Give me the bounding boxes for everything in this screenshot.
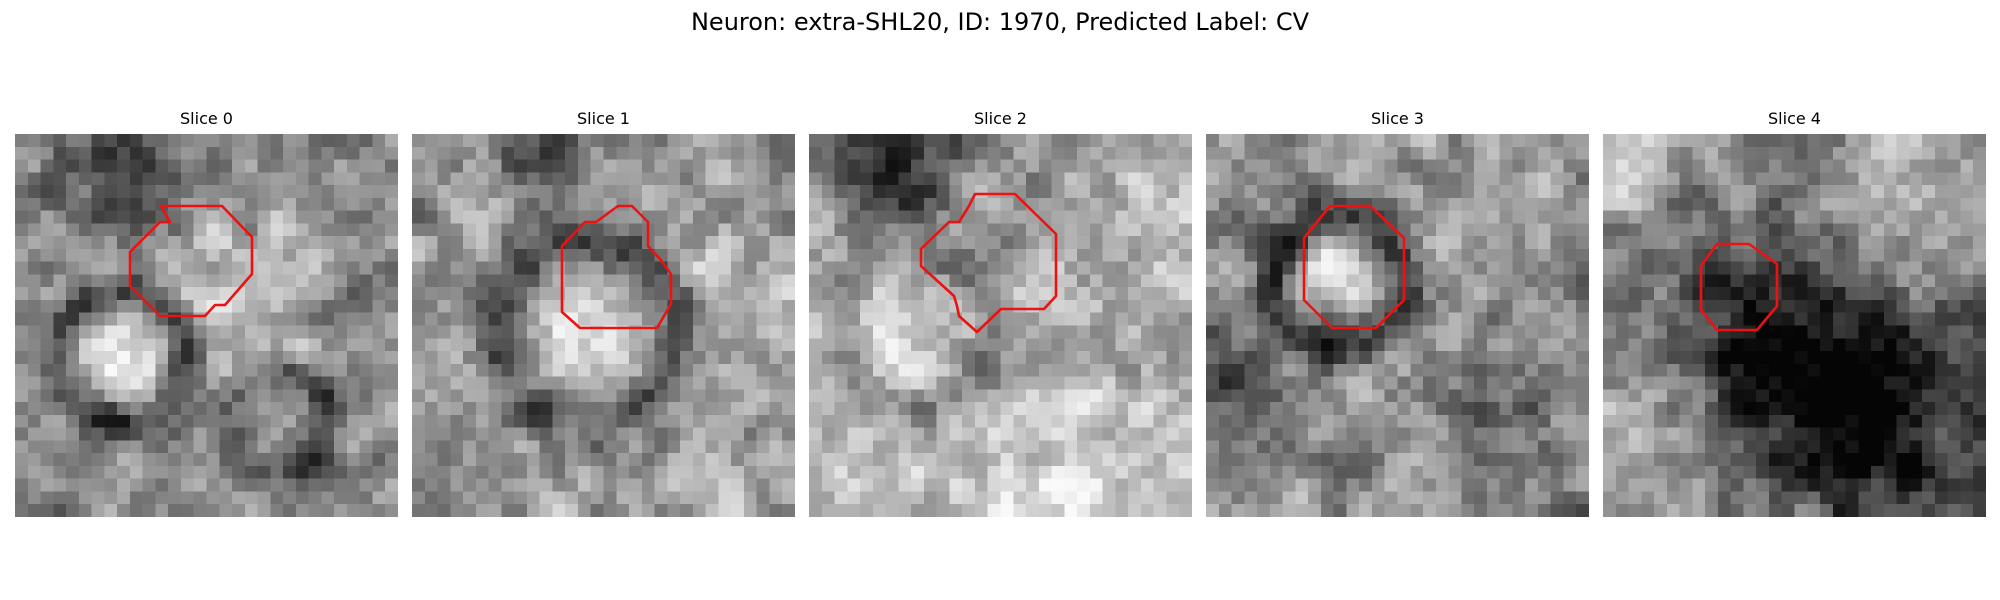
- roi-contour: [1699, 242, 1779, 332]
- roi-contour-overlay: [1699, 242, 1779, 332]
- roi-contour-overlay: [919, 192, 1058, 334]
- slice-image: [1603, 134, 1986, 517]
- slice-image: [412, 134, 795, 517]
- figure-title: Neuron: extra-SHL20, ID: 1970, Predicted…: [690, 8, 1310, 36]
- roi-contour: [919, 192, 1058, 334]
- roi-contour-overlay: [1302, 204, 1406, 330]
- slice-image: [15, 134, 398, 517]
- slice-panel-1: Slice 1: [412, 108, 795, 517]
- slice-title: Slice 0: [180, 109, 233, 128]
- slice-panel-2: Slice 2: [809, 108, 1192, 517]
- slice-panel-3: Slice 3: [1206, 108, 1589, 517]
- slice-title: Slice 2: [974, 109, 1027, 128]
- roi-contour: [560, 204, 673, 330]
- roi-contour: [1302, 204, 1406, 330]
- roi-contour-overlay: [560, 204, 673, 330]
- roi-contour: [128, 204, 254, 318]
- roi-contour-overlay: [128, 204, 254, 318]
- slice-panel-0: Slice 0: [15, 108, 398, 517]
- slice-image: [809, 134, 1192, 517]
- slice-title: Slice 3: [1371, 109, 1424, 128]
- slice-image: [1206, 134, 1589, 517]
- slice-title: Slice 1: [577, 109, 630, 128]
- slice-panel-4: Slice 4: [1603, 108, 1986, 517]
- slice-title: Slice 4: [1768, 109, 1821, 128]
